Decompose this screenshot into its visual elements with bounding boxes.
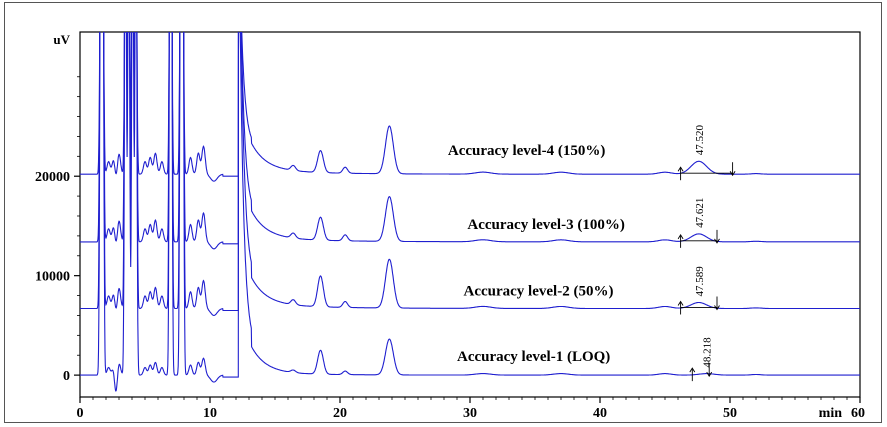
y-tick-label-0: 0	[63, 369, 70, 384]
series-label-4: Accuracy level-4 (150%)	[448, 143, 605, 159]
peak-end-arrow-2	[714, 305, 720, 311]
peak-start-arrow-2	[677, 300, 684, 306]
peak-rt-label-3: 47.621	[694, 198, 706, 228]
series-line-4	[80, 32, 860, 182]
x-tick-label-10: 10	[203, 406, 217, 421]
series-label-2: Accuracy level-2 (50%)	[464, 283, 614, 299]
peak-start-arrow-1	[689, 367, 696, 373]
y-axis-label: uV	[53, 32, 70, 47]
peak-rt-label-1: 48.218	[702, 337, 714, 368]
peak-end-arrow-3	[714, 238, 720, 244]
x-tick-label-20: 20	[333, 406, 347, 421]
series-line-1	[80, 32, 860, 392]
peak-end-arrow-1	[706, 371, 713, 377]
x-tick-label-30: 30	[463, 406, 477, 421]
peak-end-arrow-4	[729, 170, 736, 177]
x-tick-label-0: 0	[77, 406, 84, 421]
peak-rt-label-2: 47.589	[694, 266, 706, 297]
x-tick-label-50: 50	[723, 406, 737, 421]
x-tick-label-40: 40	[593, 406, 607, 421]
peak-rt-label-4: 47.520	[694, 125, 706, 156]
x-axis-label: min	[819, 406, 843, 421]
y-tick-label-20000: 20000	[35, 170, 70, 185]
series-label-3: Accuracy level-3 (100%)	[467, 217, 624, 233]
chart-frame	[4, 2, 882, 423]
series-line-2	[80, 32, 860, 316]
peak-start-arrow-4	[677, 166, 684, 172]
x-tick-label-60: 60	[851, 406, 865, 421]
y-tick-label-10000: 10000	[35, 270, 70, 285]
series-label-1: Accuracy level-1 (LOQ)	[457, 349, 610, 365]
series-line-3	[80, 32, 860, 250]
plot-area-border	[79, 31, 861, 398]
peak-start-arrow-3	[677, 234, 684, 240]
